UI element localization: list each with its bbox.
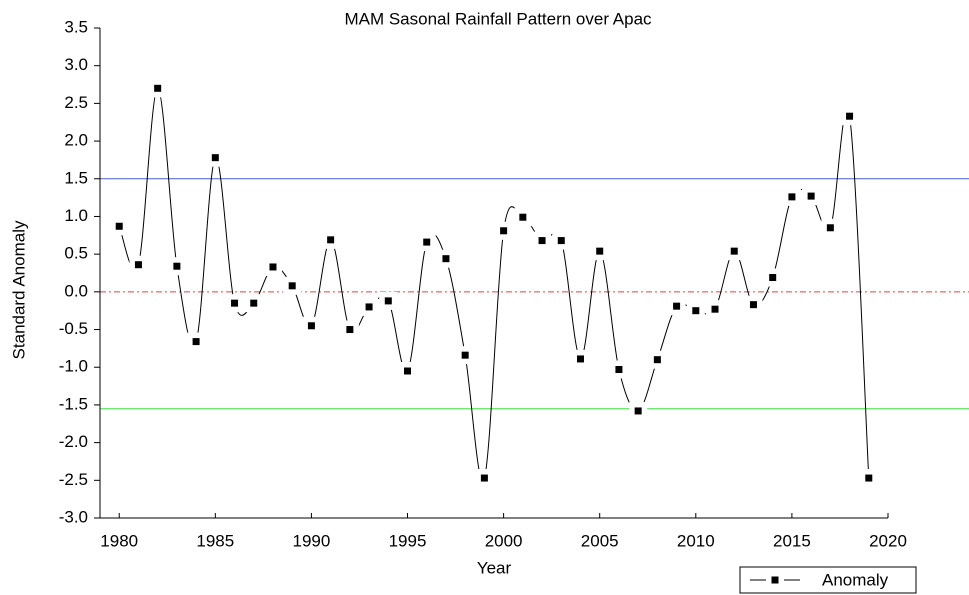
point: [173, 262, 181, 270]
point: [442, 255, 450, 263]
point: [461, 351, 469, 359]
legend-label: Anomaly: [822, 570, 889, 589]
point: [404, 367, 412, 375]
x-tick-label: 1985: [196, 531, 234, 550]
point: [423, 238, 431, 246]
point: [250, 299, 258, 307]
point: [846, 112, 854, 120]
y-tick-label: 0.0: [64, 281, 88, 300]
point: [673, 302, 681, 310]
point: [788, 193, 796, 201]
y-tick-label: -2.5: [59, 470, 88, 489]
chart-title: MAM Sasonal Rainfall Pattern over Apac: [344, 9, 652, 28]
y-tick-label: 3.0: [64, 55, 88, 74]
point: [154, 84, 162, 92]
point: [557, 237, 565, 245]
point: [346, 326, 354, 334]
point: [269, 263, 277, 271]
point: [134, 261, 142, 269]
y-tick-label: 1.0: [64, 206, 88, 225]
x-tick-label: 1980: [100, 531, 138, 550]
point: [480, 474, 488, 482]
point: [500, 227, 508, 235]
x-tick-label: 2015: [773, 531, 811, 550]
y-tick-label: 2.5: [64, 93, 88, 112]
point: [307, 322, 315, 330]
x-tick-label: 2000: [485, 531, 523, 550]
point: [211, 154, 219, 162]
legend-marker: [771, 576, 779, 584]
y-tick-label: 2.0: [64, 131, 88, 150]
y-tick-label: -0.5: [59, 319, 88, 338]
y-tick-label: -3.0: [59, 507, 88, 526]
point: [749, 301, 757, 309]
point: [384, 297, 392, 305]
y-tick-label: -2.0: [59, 432, 88, 451]
point: [192, 338, 200, 346]
y-tick-label: 3.5: [64, 17, 88, 36]
point: [115, 222, 123, 230]
point: [807, 192, 815, 200]
point: [711, 305, 719, 313]
point: [327, 236, 335, 244]
point: [231, 299, 239, 307]
x-axis-label: Year: [477, 558, 512, 577]
point: [365, 303, 373, 311]
series-line: [118, 87, 870, 482]
point: [615, 365, 623, 373]
y-tick-label: 1.5: [64, 168, 88, 187]
point: [288, 282, 296, 290]
point: [653, 356, 661, 364]
point: [826, 224, 834, 232]
point: [730, 247, 738, 255]
point: [769, 274, 777, 282]
y-axis-label: Standard Anomaly: [9, 220, 28, 359]
y-tick-label: 0.5: [64, 244, 88, 263]
point: [538, 237, 546, 245]
x-tick-label: 2010: [677, 531, 715, 550]
point: [865, 474, 873, 482]
x-tick-label: 1995: [389, 531, 427, 550]
point: [519, 213, 527, 221]
y-tick-label: -1.0: [59, 357, 88, 376]
point: [634, 407, 642, 415]
x-tick-label: 1990: [293, 531, 331, 550]
x-tick-label: 2020: [869, 531, 907, 550]
point: [692, 307, 700, 315]
point: [596, 247, 604, 255]
x-tick-label: 2005: [581, 531, 619, 550]
point: [576, 355, 584, 363]
y-tick-label: -1.5: [59, 394, 88, 413]
